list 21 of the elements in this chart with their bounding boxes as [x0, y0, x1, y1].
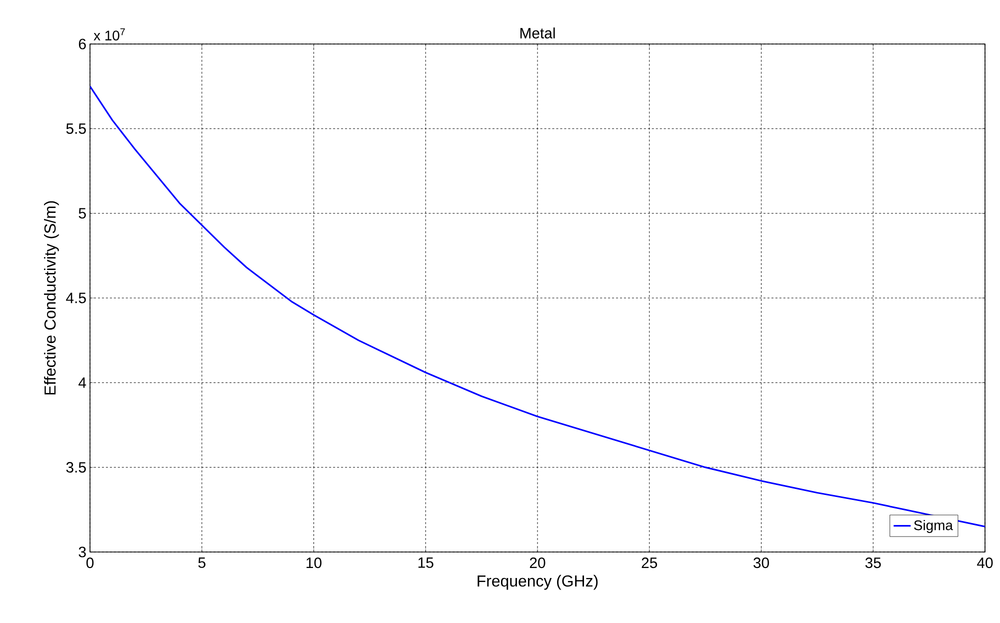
y-axis-title: Effective Conductivity (S/m)	[44, 201, 59, 394]
chart-title: Metal	[520, 28, 555, 38]
x-tick-label: 20	[530, 558, 546, 568]
x-tick-label: 30	[754, 558, 769, 568]
x-tick-label: 10	[306, 558, 322, 568]
x-tick-label: 5	[198, 558, 206, 568]
y-tick-label: 4	[78, 378, 86, 388]
x-tick-label: 0	[86, 558, 94, 568]
y-tick-label: 5.5	[66, 123, 86, 134]
y-tick-label: 4.5	[66, 292, 86, 304]
y-tick-label: 6	[78, 38, 86, 50]
y-tick-label: 5	[78, 208, 86, 219]
y-tick-label: 3.5	[66, 462, 86, 473]
x-tick-label: 25	[642, 558, 658, 568]
x-axis-title: Frequency (GHz)	[478, 574, 598, 590]
legend-label: Sigma	[914, 520, 953, 533]
text: x 10$^{7}$	[94, 28, 125, 40]
x-tick-label: 15	[418, 558, 434, 568]
x-tick-label: 40	[977, 558, 993, 568]
x-tick-label: 35	[865, 558, 881, 568]
y-tick-label: 3	[78, 546, 86, 558]
